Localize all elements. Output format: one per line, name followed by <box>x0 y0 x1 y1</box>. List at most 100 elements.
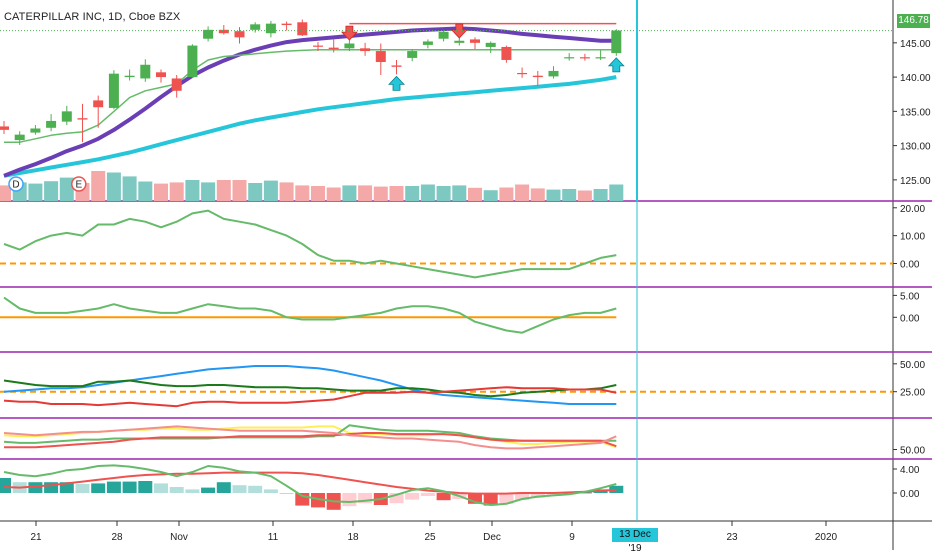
volume-bar <box>326 187 341 201</box>
indicator-tick-label: 0.00 <box>900 260 920 271</box>
indicator-tick-label: 50.00 <box>900 446 925 457</box>
candle-body <box>218 29 229 34</box>
candle-body <box>171 78 182 91</box>
sell-signal-arrow <box>340 25 358 41</box>
histogram-bar <box>436 493 451 501</box>
candle-body <box>422 41 433 45</box>
volume-bar <box>263 180 278 201</box>
candle-body <box>14 134 25 141</box>
price-tick-label: 125.00 <box>900 176 931 187</box>
indicator-tick-label: 10.00 <box>900 232 925 243</box>
histogram-bar <box>279 493 294 494</box>
volume-bar <box>106 172 121 201</box>
crosshair-date-tag: 13 Dec '19 <box>612 528 658 554</box>
histogram-bar <box>530 493 545 498</box>
histogram-bar <box>59 482 74 493</box>
volume-bar <box>59 177 74 201</box>
ma-fast-line <box>3 26 617 178</box>
candle-body <box>454 40 465 43</box>
candle-body <box>203 29 214 39</box>
chart-title: CATERPILLAR INC, 1D, Cboe BZX <box>4 11 181 23</box>
volume-bar <box>91 171 106 201</box>
candle-body <box>187 45 198 78</box>
histogram-bar <box>248 485 263 493</box>
indicator-tick-label: 50.00 <box>900 360 925 371</box>
candle-body <box>611 30 622 54</box>
histogram-bar <box>609 485 624 493</box>
candle-body <box>532 75 543 78</box>
candle-body <box>360 48 371 52</box>
histogram-bar <box>342 493 357 507</box>
histogram-bar <box>75 484 90 493</box>
volume-bar <box>452 185 467 201</box>
volume-bar <box>468 187 482 201</box>
volume-bar <box>0 185 11 201</box>
volume-bar <box>373 186 388 201</box>
volume-bar <box>562 189 577 201</box>
candle-body <box>407 51 418 58</box>
volume-bar <box>389 186 404 201</box>
candle-body <box>156 72 166 78</box>
candle-body <box>564 57 575 59</box>
candle-body <box>438 31 449 39</box>
ma-slow-line <box>3 75 617 178</box>
volume-bar <box>405 186 420 201</box>
last-price-tag: 146.78 <box>897 14 930 28</box>
candle-body <box>124 75 135 78</box>
volume-bar <box>154 183 168 201</box>
candle-body <box>77 118 88 120</box>
histogram-bar <box>515 493 530 501</box>
indicator-line <box>3 471 617 495</box>
indicator-line <box>3 365 617 405</box>
histogram-bar <box>546 493 561 496</box>
candle-body <box>375 51 386 63</box>
histogram-bar <box>389 493 404 504</box>
candle-body <box>485 42 496 47</box>
indicator-line <box>3 209 617 279</box>
volume-bar <box>44 181 59 201</box>
histogram-bar <box>138 481 153 493</box>
candle-body <box>579 57 590 59</box>
time-tick-label: 2020 <box>815 532 838 543</box>
histogram-bar <box>577 492 592 494</box>
histogram-bar <box>185 489 200 493</box>
indicator-line <box>3 386 617 408</box>
candle-body <box>595 57 606 59</box>
histogram-bar <box>263 489 278 493</box>
volume-bar <box>436 186 451 201</box>
histogram-bar <box>483 493 498 506</box>
time-tick-label: 23 <box>726 532 738 543</box>
volume-bar <box>232 180 247 201</box>
volume-bar <box>138 181 153 201</box>
volume-bar <box>546 189 561 201</box>
histogram-bar <box>44 482 59 493</box>
histogram-bar <box>28 482 43 493</box>
histogram-bar <box>405 493 420 500</box>
histogram-bar <box>91 483 106 493</box>
candle-body <box>46 120 57 128</box>
volume-bar <box>169 182 184 201</box>
candle-body <box>93 100 104 108</box>
histogram-bar <box>122 481 137 493</box>
candle-body <box>344 43 355 49</box>
time-tick-label: 18 <box>347 532 359 543</box>
candle-body <box>328 47 339 49</box>
volume-bar <box>515 184 530 201</box>
indicator-line <box>3 464 617 506</box>
volume-bar <box>420 184 435 201</box>
histogram-bar <box>358 493 373 504</box>
event-marker-label: D <box>12 180 19 191</box>
volume-bar <box>342 185 357 201</box>
time-tick-label: 11 <box>268 532 279 543</box>
candle-body <box>281 23 292 26</box>
histogram-bar <box>232 485 247 493</box>
price-tick-label: 145.00 <box>900 39 931 50</box>
price-tick-label: 140.00 <box>900 73 931 84</box>
volume-bar <box>295 185 310 201</box>
histogram-bar <box>216 482 231 493</box>
volume-bar <box>185 180 200 201</box>
indicator-tick-label: 0.00 <box>900 489 920 500</box>
volume-bar <box>248 183 263 201</box>
histogram-bar <box>106 481 121 493</box>
